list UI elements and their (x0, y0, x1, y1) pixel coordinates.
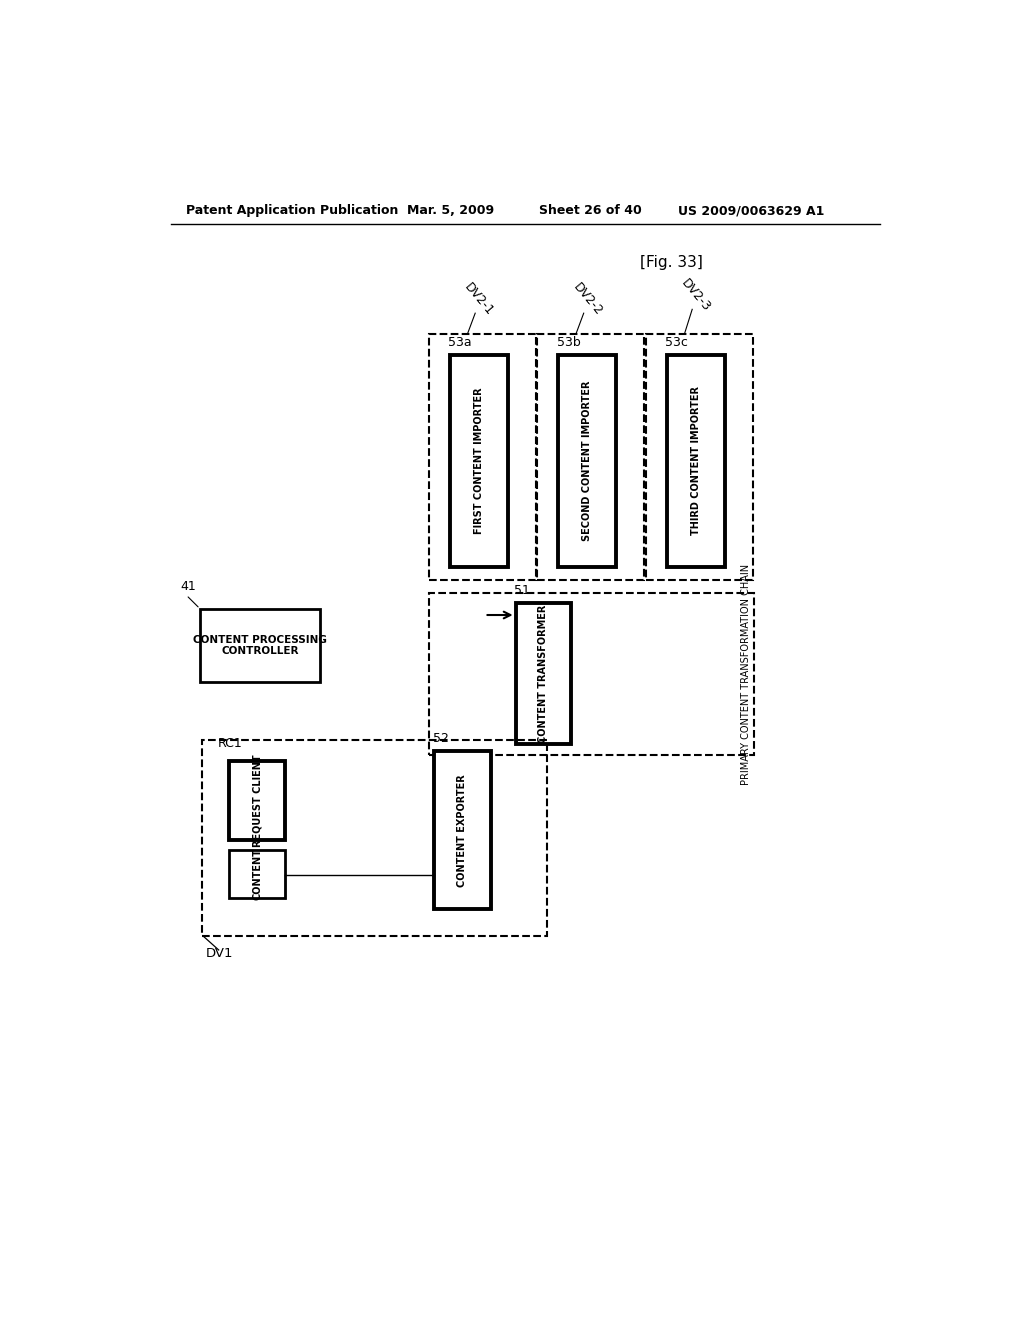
Text: REQUEST CLIENT: REQUEST CLIENT (252, 754, 262, 846)
Polygon shape (558, 355, 616, 566)
Text: PRIMARY CONTENT TRANSFORMATION CHAIN: PRIMARY CONTENT TRANSFORMATION CHAIN (741, 564, 752, 785)
Text: CONTENT PROCESSING
CONTROLLER: CONTENT PROCESSING CONTROLLER (194, 635, 327, 656)
Text: CONTENT EXPORTER: CONTENT EXPORTER (458, 774, 467, 887)
Polygon shape (434, 751, 490, 909)
Text: DV2-1: DV2-1 (462, 281, 497, 318)
Text: Patent Application Publication: Patent Application Publication (186, 205, 398, 218)
Text: 52: 52 (432, 733, 449, 744)
Polygon shape (667, 355, 725, 566)
Text: 53c: 53c (665, 335, 688, 348)
Text: Sheet 26 of 40: Sheet 26 of 40 (539, 205, 641, 218)
Text: FIRST CONTENT IMPORTER: FIRST CONTENT IMPORTER (474, 387, 483, 533)
Polygon shape (228, 760, 286, 840)
Text: SECOND CONTENT IMPORTER: SECOND CONTENT IMPORTER (583, 380, 592, 541)
Text: US 2009/0063629 A1: US 2009/0063629 A1 (678, 205, 824, 218)
Polygon shape (228, 850, 286, 898)
Text: RC1: RC1 (218, 737, 243, 750)
Polygon shape (450, 355, 508, 566)
Text: DV2-2: DV2-2 (570, 281, 605, 318)
Text: CONTENT: CONTENT (252, 847, 262, 900)
Text: 53a: 53a (449, 335, 472, 348)
Text: CONTENT TRANSFORMER: CONTENT TRANSFORMER (539, 605, 549, 743)
Text: DV1: DV1 (206, 946, 233, 960)
Text: Mar. 5, 2009: Mar. 5, 2009 (407, 205, 495, 218)
Text: 41: 41 (180, 581, 197, 594)
Polygon shape (200, 609, 321, 682)
Text: 51: 51 (514, 585, 529, 598)
Text: DV2-3: DV2-3 (679, 277, 714, 314)
Text: THIRD CONTENT IMPORTER: THIRD CONTENT IMPORTER (690, 387, 700, 535)
Polygon shape (515, 603, 571, 743)
Text: [Fig. 33]: [Fig. 33] (640, 255, 702, 269)
Text: 53b: 53b (557, 335, 581, 348)
